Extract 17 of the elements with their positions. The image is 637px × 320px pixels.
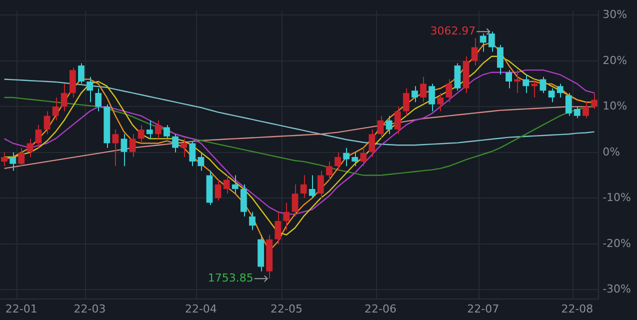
y-tick-label: 10% — [602, 100, 628, 113]
x-tick-label: 22-07 — [467, 302, 500, 316]
y-tick-label: 20% — [602, 54, 628, 67]
y-tick-label: -10% — [602, 191, 632, 204]
x-tick-label: 22-04 — [184, 302, 217, 316]
x-tick-label: 22-01 — [5, 302, 38, 316]
x-tick-label: 22-03 — [74, 302, 106, 316]
y-tick-label: -30% — [602, 282, 632, 296]
candlestick — [514, 70, 521, 94]
x-tick-label: 22-08 — [561, 302, 594, 316]
y-tick-label: -20% — [602, 236, 632, 250]
x-tick-label: 22-05 — [270, 302, 302, 316]
y-tick-label: 0% — [602, 145, 620, 158]
x-tick-label: 22-06 — [364, 302, 397, 316]
annotation: 3062.97 — [430, 24, 476, 38]
annotation: 1753.85 — [208, 272, 254, 285]
y-tick-label: 30% — [602, 8, 628, 22]
